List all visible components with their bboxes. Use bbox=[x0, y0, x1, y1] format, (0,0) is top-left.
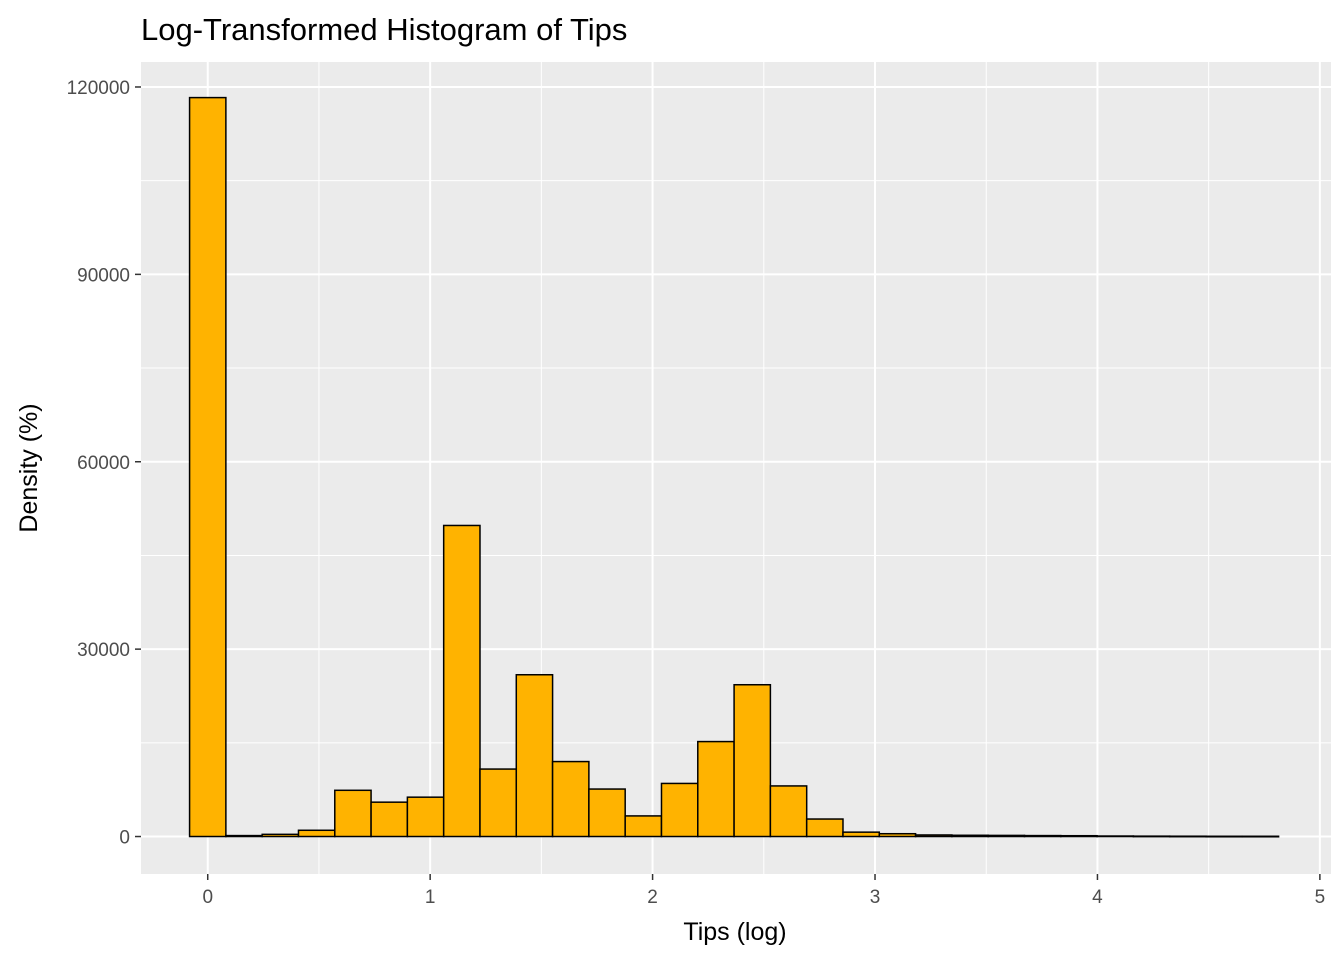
histogram-bar-29 bbox=[1241, 835, 1280, 838]
y-axis-title: Density (%) bbox=[15, 403, 43, 532]
y-tick-label: 90000 bbox=[77, 265, 130, 286]
histogram-bar-6 bbox=[406, 796, 445, 838]
y-tick-labels: 0 30000 60000 90000 120000 bbox=[67, 78, 130, 849]
y-tick-label: 120000 bbox=[67, 78, 130, 99]
histogram-bar-22 bbox=[987, 834, 1026, 838]
histogram-bar-3 bbox=[297, 829, 336, 838]
x-tick-label: 1 bbox=[425, 887, 436, 908]
histogram-bar-9 bbox=[515, 673, 554, 838]
x-tick-label: 0 bbox=[202, 887, 213, 908]
histogram-bar-15 bbox=[733, 683, 772, 838]
chart-title: Log-Transformed Histogram of Tips bbox=[141, 12, 627, 47]
x-tick-label: 2 bbox=[647, 887, 658, 908]
histogram-bar-14 bbox=[697, 740, 735, 838]
histogram-bar-13 bbox=[660, 782, 699, 838]
y-tick-label: 60000 bbox=[77, 453, 130, 474]
y-tick-label: 30000 bbox=[77, 640, 130, 661]
histogram-bar-25 bbox=[1096, 835, 1135, 838]
x-tick-label: 3 bbox=[870, 887, 881, 908]
histogram-bar-0 bbox=[188, 96, 227, 838]
x-tick-label: 4 bbox=[1092, 887, 1103, 908]
x-tick-labels: 0 1 2 3 4 5 bbox=[202, 887, 1325, 908]
histogram-bar-26 bbox=[1132, 835, 1171, 838]
histogram-bar-17 bbox=[805, 818, 844, 838]
histogram-bar-11 bbox=[588, 788, 626, 838]
x-tick-label: 5 bbox=[1315, 887, 1326, 908]
histogram-bar-7 bbox=[442, 524, 481, 838]
histogram-bar-18 bbox=[842, 831, 881, 838]
histogram-bar-4 bbox=[334, 789, 372, 838]
histogram-bar-23 bbox=[1023, 834, 1062, 838]
histogram-bar-12 bbox=[624, 815, 663, 838]
axis-ticks bbox=[135, 86, 1321, 880]
histogram-bar-19 bbox=[878, 832, 917, 838]
histogram-bar-1 bbox=[225, 834, 263, 838]
histogram-bar-16 bbox=[769, 785, 808, 838]
histogram-bar-24 bbox=[1060, 834, 1098, 838]
histogram-bar-20 bbox=[914, 834, 953, 838]
histogram-bar-10 bbox=[551, 760, 590, 838]
histogram-bar-27 bbox=[1168, 835, 1207, 838]
y-tick-label: 0 bbox=[119, 828, 130, 849]
x-axis-title: Tips (log) bbox=[683, 918, 786, 946]
histogram-bar-21 bbox=[951, 834, 989, 838]
histogram-bar-28 bbox=[1205, 835, 1244, 838]
histogram-bar-8 bbox=[479, 768, 518, 838]
histogram-bar-5 bbox=[370, 801, 409, 838]
histogram-bars bbox=[188, 96, 1280, 838]
histogram-bar-2 bbox=[261, 833, 300, 838]
